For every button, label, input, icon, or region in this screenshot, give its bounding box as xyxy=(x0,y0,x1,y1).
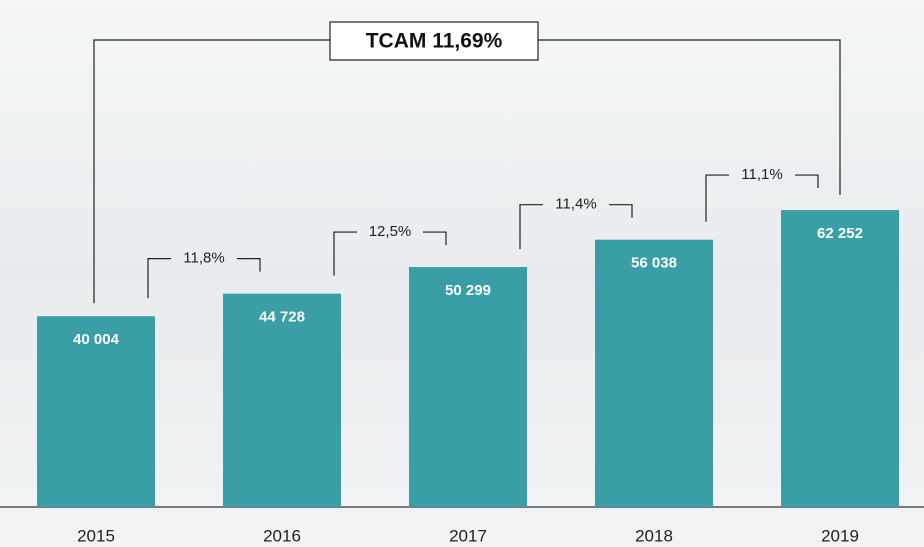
bracket-line xyxy=(93,39,330,304)
x-tick-label: 2019 xyxy=(821,526,859,545)
growth-label: 12,5% xyxy=(369,223,412,240)
bar xyxy=(595,239,713,508)
value-label: 40 004 xyxy=(73,331,120,348)
x-tick-label: 2016 xyxy=(263,526,301,545)
bracket-line xyxy=(538,39,841,196)
growth-label: 11,4% xyxy=(555,196,596,213)
bracket-line xyxy=(519,204,543,250)
value-label: 44 728 xyxy=(259,309,305,326)
bracket-line xyxy=(609,204,633,218)
bar xyxy=(409,267,527,507)
growth-label: 11,8% xyxy=(183,250,224,267)
bracket-line xyxy=(147,258,171,299)
x-tick-label: 2015 xyxy=(77,526,115,545)
bar xyxy=(37,316,155,507)
value-label: 62 252 xyxy=(817,225,863,242)
x-tick-label: 2018 xyxy=(635,526,673,545)
value-label: 56 038 xyxy=(631,255,677,272)
bracket-line xyxy=(705,174,729,222)
growth-label: 11,1% xyxy=(741,166,782,183)
bracket-line xyxy=(237,258,261,272)
x-tick-label: 2017 xyxy=(449,526,487,545)
bar xyxy=(223,293,341,507)
value-label: 50 299 xyxy=(445,282,491,299)
cagr-box xyxy=(329,21,539,61)
bracket-line xyxy=(423,231,447,246)
bracket-line xyxy=(795,174,819,189)
cagr-label: TCAM 11,69% xyxy=(366,30,503,53)
bar xyxy=(781,210,899,507)
bracket-line xyxy=(333,231,357,276)
